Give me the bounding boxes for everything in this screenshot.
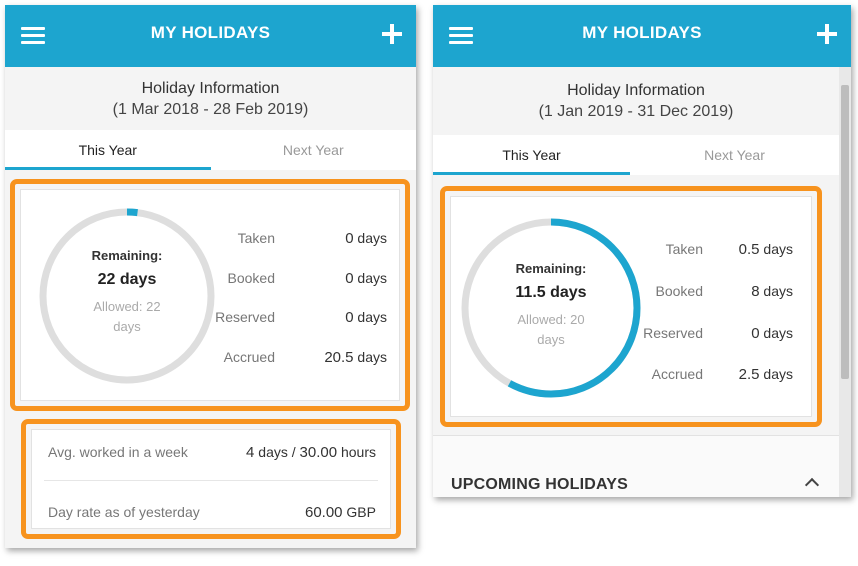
ring-center-text: Remaining: 11.5 days Allowed: 20 days [461,261,641,350]
remaining-label: Remaining: [515,261,587,276]
allowance-summary-card: Remaining: 22 days Allowed: 22 days Taken… [20,189,400,401]
remaining-days-ring [39,208,215,384]
remaining-value: 11.5 days [515,284,587,301]
holiday-period-dates: (1 Mar 2018 - 28 Feb 2019) [112,101,309,118]
phone-screen-left: MY HOLIDAYS Holiday Information (1 Mar 2… [5,5,416,548]
work-rate-card: Avg. worked in a week 4 days / 30.00 hou… [31,429,391,529]
tab-this-year-label: This Year [502,147,561,163]
app-title: MY HOLIDAYS [582,23,702,42]
upcoming-holidays-title: UPCOMING HOLIDAYS [451,476,629,493]
holiday-info-title: Holiday Information [141,80,280,97]
highlight-box-work-stats [21,419,401,539]
allowed-text: Allowed: 20 days [517,312,585,347]
allowed-text: Allowed: 22 days [93,299,161,334]
phone-screen-right: MY HOLIDAYS Holiday Information (1 Jan 2… [433,5,851,497]
stat-booked: Booked 8 days [655,283,793,300]
stat-taken: Taken 0.5 days [665,241,793,258]
stat-taken: Taken 0 days [237,230,387,247]
add-holiday-plus-icon[interactable] [380,22,404,46]
avg-worked-value: 4 days / 30.00 hours [246,444,376,461]
year-tabs: This Year Next Year [5,130,416,170]
hamburger-menu-icon[interactable] [21,25,45,45]
divider [44,480,378,481]
stats-list: Taken 0 days Booked 0 days Reserved 0 da… [215,190,387,402]
remaining-label: Remaining: [91,248,163,263]
day-rate-value: 60.00 GBP [304,504,376,521]
tab-this-year[interactable]: This Year [5,130,211,170]
avg-worked-row: Avg. worked in a week 4 days / 30.00 hou… [32,444,390,461]
highlight-box-summary [10,179,410,411]
tab-next-year-label: Next Year [704,147,765,163]
tab-this-year[interactable]: This Year [433,135,630,175]
holiday-period-dates: (1 Jan 2019 - 31 Dec 2019) [538,103,734,120]
tab-this-year-label: This Year [78,142,137,158]
app-bar: MY HOLIDAYS [5,5,416,67]
remaining-days-ring [461,218,641,398]
highlight-box-summary [440,186,822,427]
holiday-info-title: Holiday Information [567,82,705,99]
day-rate-label: Day rate as of yesterday [48,504,200,520]
app-bar: MY HOLIDAYS [433,5,851,67]
hamburger-menu-icon[interactable] [449,25,473,45]
tab-next-year[interactable]: Next Year [630,135,839,175]
chevron-up-icon[interactable] [804,477,820,493]
scrollbar-thumb[interactable] [841,85,849,379]
add-holiday-plus-icon[interactable] [815,22,839,46]
holiday-info-header: Holiday Information (1 Jan 2019 - 31 Dec… [433,81,839,123]
tab-next-year-label: Next Year [282,142,344,158]
remaining-value: 22 days [97,271,157,288]
stats-list: Taken 0.5 days Booked 8 days Reserved 0 … [643,197,793,418]
ring-center-text: Remaining: 22 days Allowed: 22 days [37,248,217,337]
stat-reserved: Reserved 0 days [215,309,387,326]
upcoming-holidays-section-header[interactable]: UPCOMING HOLIDAYS [433,435,839,497]
holiday-info-header: Holiday Information (1 Mar 2018 - 28 Feb… [5,79,416,121]
stat-booked: Booked 0 days [227,270,387,287]
year-tabs: This Year Next Year [433,135,839,175]
allowance-summary-card: Remaining: 11.5 days Allowed: 20 days Tak… [450,196,812,417]
stat-reserved: Reserved 0 days [643,325,793,342]
app-title: MY HOLIDAYS [150,23,271,42]
scrollbar[interactable] [839,67,851,497]
avg-worked-label: Avg. worked in a week [48,444,188,460]
stat-accrued: Accrued 20.5 days [223,349,387,366]
tab-next-year[interactable]: Next Year [211,130,417,170]
stat-accrued: Accrued 2.5 days [651,366,793,383]
day-rate-row: Day rate as of yesterday 60.00 GBP [32,504,390,521]
